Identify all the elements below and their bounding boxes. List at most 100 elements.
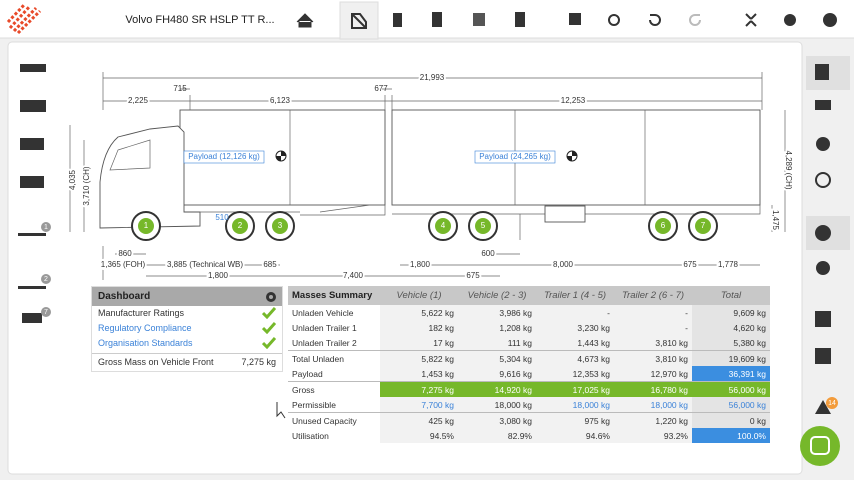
toolbox: [544, 205, 586, 223]
table-cell: 3,080 kg: [458, 412, 536, 428]
redo-icon[interactable]: [689, 14, 701, 26]
pdf-icon[interactable]: [515, 12, 525, 27]
table-cell: Unused Capacity: [288, 412, 380, 428]
cg-icon[interactable]: [816, 137, 830, 151]
fuel-icon[interactable]: [393, 13, 402, 27]
table-cell: 18,000 kg: [536, 397, 614, 413]
tiles-icon[interactable]: [815, 348, 831, 364]
collapse-icon[interactable]: [745, 13, 757, 27]
axle-number: 1: [144, 221, 149, 230]
table-cell: 12,353 kg: [536, 366, 614, 382]
axle-number: 5: [481, 221, 486, 230]
dimension-label: 677: [374, 84, 388, 93]
check: [262, 307, 276, 319]
table-cell: 3,810 kg: [614, 350, 692, 366]
check-icon: [262, 337, 276, 349]
column-header: Trailer 1 (4 - 5): [536, 286, 614, 305]
dimension-label: 1,800: [208, 271, 229, 280]
table-cell: 3,230 kg: [536, 320, 614, 335]
dimension-label: 715: [173, 84, 187, 93]
bridge-icon[interactable]: [815, 100, 831, 110]
trailer-icon[interactable]: [22, 313, 42, 323]
cab: [99, 125, 201, 229]
boxes-icon[interactable]: [473, 13, 485, 26]
chat-button[interactable]: [800, 426, 840, 466]
column-header: Vehicle (1): [380, 286, 458, 305]
active-tab[interactable]: [339, 1, 379, 40]
load-icon[interactable]: [815, 64, 829, 80]
axle-icon[interactable]: [351, 13, 367, 29]
vehicle-icon[interactable]: [20, 64, 46, 72]
calc-icon[interactable]: [432, 12, 442, 27]
prev-icon[interactable]: [815, 225, 831, 241]
dashboard-item: Organisation Standards: [92, 336, 282, 351]
table-cell: 14,920 kg: [458, 381, 536, 397]
table-cell: 5,622 kg: [380, 305, 458, 320]
dimensions: 21,993 715 677 2,225 6,123 12,253 4,035 …: [66, 71, 795, 282]
table-row: Total Unladen 5,822 kg 5,304 kg 4,673 kg 3,8…: [288, 350, 770, 366]
table-cell: 4,620 kg: [692, 320, 770, 335]
home-icon[interactable]: [296, 13, 314, 28]
vehicle-icon[interactable]: [20, 176, 44, 188]
vehicle-icon[interactable]: [20, 100, 46, 112]
alert-icon[interactable]: [815, 400, 831, 414]
dimension-label: 6,123: [270, 96, 291, 105]
axle-number: 3: [278, 221, 283, 230]
payload-label: Payload (12,126 kg): [188, 152, 260, 161]
check: [262, 322, 276, 334]
badge: 7: [44, 309, 48, 316]
table-cell: 18,000 kg: [458, 397, 536, 413]
dimension-label: 1,778: [718, 260, 739, 269]
alert-badge-bg: [826, 397, 838, 409]
window: [109, 139, 151, 171]
trailer-icon[interactable]: [18, 233, 46, 236]
table-cell: 4,673 kg: [536, 350, 614, 366]
check: [262, 337, 276, 349]
table-cell: 182 kg: [380, 320, 458, 335]
table-row: Unladen Trailer 2 17 kg 111 kg 1,443 kg 3,81…: [288, 335, 770, 351]
undo-icon[interactable]: [649, 14, 661, 26]
save-icon[interactable]: [569, 13, 581, 25]
grid-icon[interactable]: [815, 311, 831, 327]
table-cell: 3,986 kg: [458, 305, 536, 320]
column-header: Masses Summary: [288, 286, 380, 305]
axles: 1 2 3 4 5 6 7: [131, 211, 718, 241]
table-cell: Gross: [288, 381, 380, 397]
vehicle-icon[interactable]: [20, 138, 44, 150]
user-icon[interactable]: [823, 13, 837, 27]
table-cell: 94.6%: [536, 428, 614, 443]
hub: [272, 218, 288, 234]
share-icon[interactable]: [608, 14, 620, 26]
table-row: Unused Capacity 425 kg 3,080 kg 975 kg 1,220…: [288, 412, 770, 428]
table-cell: Unladen Trailer 1: [292, 322, 357, 333]
dimension-label: 510: [215, 213, 229, 222]
settings-icon[interactable]: [784, 14, 796, 26]
table-cell: 18,000 kg: [614, 397, 692, 413]
table-cell: 16,780 kg: [614, 381, 692, 397]
badge: 2: [44, 276, 48, 283]
table-cell: 7,275 kg: [380, 381, 458, 397]
down-icon[interactable]: [816, 261, 830, 275]
dashboard-header: Dashboard: [92, 287, 282, 306]
table-cell: 5,822 kg: [380, 350, 458, 366]
dimension-label: 600: [481, 249, 495, 258]
table-cell: 1,220 kg: [614, 412, 692, 428]
table-cell: 1,443 kg: [536, 335, 614, 351]
table-cell: 5,380 kg: [692, 335, 770, 351]
trailer-icon[interactable]: [18, 286, 46, 289]
dashboard-settings[interactable]: [265, 291, 277, 303]
table-cell: 0 kg: [692, 412, 770, 428]
table-cell: 975 kg: [536, 412, 614, 428]
hub: [475, 218, 491, 234]
chassis: [200, 204, 761, 240]
dimension-label: 7,400: [343, 271, 364, 280]
rotate-icon[interactable]: [815, 172, 831, 188]
table-cell: -: [536, 305, 614, 320]
table-cell: 5,304 kg: [458, 350, 536, 366]
item-label: Organisation Standards: [98, 338, 193, 348]
hub: [435, 218, 451, 234]
dimension-label: 860: [118, 249, 132, 258]
table-cell: -: [614, 305, 692, 320]
table-cell: Payload: [292, 368, 323, 379]
item-label: Regulatory Compliance: [98, 323, 192, 333]
